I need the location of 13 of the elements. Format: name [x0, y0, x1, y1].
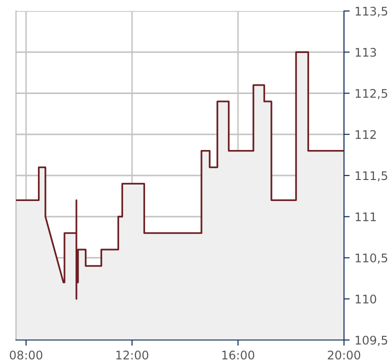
y-tick-label: 111,5: [356, 171, 388, 182]
y-tick-label: 112,5: [356, 88, 388, 100]
y-tick-label: 111: [356, 212, 376, 222]
x-tick-label: 12:00: [116, 350, 148, 360]
y-tick-label: 113,5: [356, 6, 388, 17]
x-tick-label: 16:00: [222, 350, 254, 360]
x-tick-label: 20:00: [328, 350, 360, 360]
x-tick-label: 08:00: [10, 350, 42, 360]
y-tick-label: 112: [356, 130, 376, 139]
y-tick-label: 113: [356, 48, 376, 57]
y-tick-label: 110: [356, 294, 376, 304]
y-tick-label: 109,5: [356, 336, 388, 346]
y-tick-label: 110,5: [356, 253, 388, 264]
